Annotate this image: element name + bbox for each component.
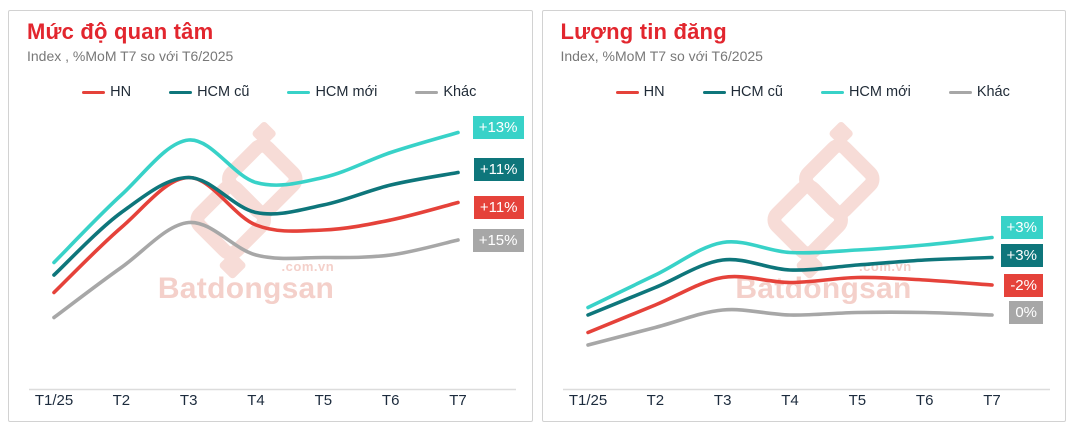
end-label-chip-HCM mới: +13% bbox=[472, 116, 524, 139]
page-title: Mức độ quan tâm bbox=[27, 19, 214, 44]
plot-area: .com.vn Batdongsan T1/25 T2 T3 T4 T5 T6 T7 +13… bbox=[9, 11, 532, 421]
legend-label: HCM cũ bbox=[730, 84, 783, 100]
legend-swatch bbox=[169, 90, 193, 94]
legend-item-2: HCM mới bbox=[287, 84, 377, 100]
series-line-HN bbox=[585, 274, 994, 335]
series-line-HCM cũ bbox=[52, 170, 460, 277]
legend-item-0: HN bbox=[82, 84, 131, 100]
x-tick-label: T1/25 bbox=[568, 392, 606, 409]
legend-item-2: HCM mới bbox=[820, 84, 911, 100]
series-line-Khác bbox=[585, 307, 994, 347]
legend-label: HCM mới bbox=[315, 84, 378, 100]
x-tick-label: T4 bbox=[781, 392, 799, 409]
line-chart: T1/25 T2 T3 T4 T5 T6 T7 bbox=[562, 235, 1050, 409]
watermark-suffix: .com.vn bbox=[281, 259, 335, 274]
legend-label: HN bbox=[643, 84, 665, 100]
x-tick-label: T6 bbox=[382, 392, 400, 409]
series-line-HN bbox=[52, 175, 460, 295]
line-chart: T1/25 T2 T3 T4 T5 T6 T7 bbox=[29, 130, 516, 409]
card-header: Lượng tin đăng Index, %MoM T7 so với T6/… bbox=[543, 11, 1066, 100]
legend-item-1: HCM cũ bbox=[169, 84, 249, 100]
legend-swatch bbox=[948, 90, 972, 94]
end-label-chip-HCM cũ: +11% bbox=[473, 158, 524, 181]
legend-label: HCM cũ bbox=[197, 84, 250, 100]
interest-chart-card: Mức độ quan tâm Index , %MoM T7 so với T… bbox=[8, 10, 533, 422]
plot-area: .com.vn Batdongsan T1/25 T2 T3 T4 T5 T6 T7 +3%… bbox=[543, 11, 1066, 421]
legend-item-0: HN bbox=[615, 84, 665, 100]
legend-swatch bbox=[615, 90, 639, 94]
legend-label: Khác bbox=[443, 84, 477, 100]
end-label-chip-Khác: 0% bbox=[1009, 301, 1043, 324]
legend-swatch bbox=[820, 90, 844, 94]
x-tick-label: T3 bbox=[180, 392, 198, 409]
watermark-brand: Batdongsan bbox=[157, 272, 335, 305]
x-tick-label: T3 bbox=[713, 392, 731, 409]
x-tick-label: T7 bbox=[983, 392, 1001, 409]
x-tick-label: T2 bbox=[113, 392, 131, 409]
x-tick-label: T5 bbox=[315, 392, 333, 409]
x-tick-label: T6 bbox=[915, 392, 933, 409]
series-line-HCM mới bbox=[585, 235, 994, 310]
legend-swatch bbox=[702, 90, 726, 94]
x-tick-label: T4 bbox=[247, 392, 265, 409]
chart-legend: HN HCM cũ HCM mới Khác bbox=[561, 84, 1066, 100]
legend-swatch bbox=[82, 90, 106, 94]
chart-subtitle: Index , %MoM T7 so với T6/2025 bbox=[27, 48, 234, 64]
chart-legend: HN HCM cũ HCM mới Khác bbox=[27, 84, 532, 100]
listings-chart-card: Lượng tin đăng Index, %MoM T7 so với T6/… bbox=[541, 10, 1066, 422]
series-line-HCM cũ bbox=[585, 255, 994, 317]
x-tick-label: T7 bbox=[449, 392, 467, 409]
x-tick-label: T5 bbox=[848, 392, 866, 409]
series-line-Khác bbox=[52, 220, 460, 320]
end-label-chip-HCM mới: +3% bbox=[1000, 216, 1043, 239]
card-header: Mức độ quan tâm Index , %MoM T7 so với T… bbox=[9, 11, 532, 100]
end-label-chip-Khác: +15% bbox=[472, 229, 524, 252]
legend-swatch bbox=[415, 90, 439, 94]
chart-subtitle: Index, %MoM T7 so với T6/2025 bbox=[560, 48, 763, 64]
x-tick-label: T1/25 bbox=[35, 392, 73, 409]
series-line-HCM mới bbox=[52, 130, 460, 265]
batdongsan-logo-icon bbox=[767, 122, 880, 279]
watermark: .com.vn Batdongsan bbox=[158, 116, 334, 304]
batdongsan-logo-icon bbox=[189, 122, 303, 279]
end-label-chip-HN: +11% bbox=[473, 196, 524, 219]
legend-swatch bbox=[287, 90, 311, 94]
x-tick-label: T2 bbox=[646, 392, 664, 409]
legend-label: HN bbox=[110, 84, 132, 100]
page-title: Lượng tin đăng bbox=[560, 19, 727, 44]
legend-item-3: Khác bbox=[415, 84, 476, 100]
end-label-chip-HN: -2% bbox=[1004, 274, 1043, 297]
legend-label: HCM mới bbox=[848, 84, 911, 100]
legend-label: Khác bbox=[976, 84, 1010, 100]
legend-item-3: Khác bbox=[948, 84, 1010, 100]
watermark-text: .com.vn Batdongsan bbox=[158, 259, 334, 304]
end-label-chip-HCM cũ: +3% bbox=[1000, 244, 1043, 267]
legend-item-1: HCM cũ bbox=[702, 84, 783, 100]
